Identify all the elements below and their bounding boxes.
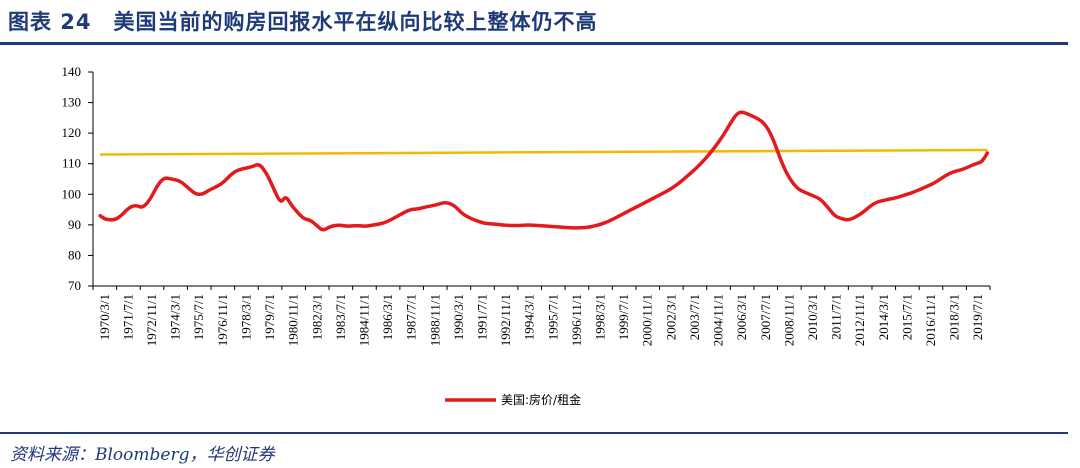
line-chart: 70 80 90 100 110 120 130 140 1970/3/1 1971/7/1 197…: [62, 64, 991, 407]
x-tick-label: 1992/11/1: [498, 294, 513, 346]
x-tick-label: 1990/3/1: [451, 294, 466, 340]
x-tick-label: 1994/3/1: [522, 294, 537, 340]
x-tick-label: 1972/11/1: [144, 294, 159, 346]
x-tick-label: 2006/3/1: [734, 294, 749, 340]
x-tick-label: 2003/7/1: [687, 294, 702, 340]
x-tick-label: 1978/3/1: [238, 294, 253, 340]
x-tick-label: 2004/11/1: [711, 294, 726, 346]
y-tick-label: 90: [68, 217, 81, 232]
x-tick-label: 1983/7/1: [333, 294, 348, 340]
x-tick-label: 2000/11/1: [640, 294, 655, 346]
x-tick-label: 1975/7/1: [191, 294, 206, 340]
x-tick-label: 1971/7/1: [120, 294, 135, 340]
x-tick-label: 2018/3/1: [947, 294, 962, 340]
x-tick-label: 2010/3/1: [805, 294, 820, 340]
x-tick-label: 1987/7/1: [404, 294, 419, 340]
x-tick-label: 1999/7/1: [616, 294, 631, 340]
y-tick-label: 130: [62, 95, 82, 110]
x-tick-label: 2008/11/1: [781, 294, 796, 346]
x-tick-label: 2002/3/1: [663, 294, 678, 340]
header-rule: [0, 42, 1068, 45]
y-tick-label: 140: [62, 64, 82, 79]
x-tick-label: 1974/3/1: [168, 294, 183, 340]
x-tick-label: 1979/7/1: [262, 294, 277, 340]
footer-rule: [0, 432, 1068, 434]
series-line-price-rent: [98, 110, 990, 232]
legend-label: 美国:房价/租金: [501, 392, 581, 407]
x-tick-label: 2015/7/1: [899, 294, 914, 340]
x-tick-label: 2019/7/1: [970, 294, 985, 340]
y-tick-label: 70: [68, 278, 81, 293]
x-tick-label: 2011/7/1: [829, 294, 844, 340]
y-tick-label: 110: [62, 156, 81, 171]
figure-title: 图表 24 美国当前的购房回报水平在纵向比较上整体仍不高: [8, 10, 598, 34]
source-note: 资料来源：Bloomberg，华创证券: [10, 445, 275, 465]
x-tick-label: 1995/7/1: [545, 294, 560, 340]
x-tick-label: 1982/3/1: [309, 294, 324, 340]
x-tick-label: 1996/11/1: [569, 294, 584, 346]
x-tick-label: 1980/11/1: [286, 294, 301, 346]
x-tick-label: 2014/3/1: [876, 294, 891, 340]
x-tick-label: 1970/3/1: [97, 294, 112, 340]
x-tick-label: 1986/3/1: [380, 294, 395, 340]
x-tick-label: 1991/7/1: [474, 294, 489, 340]
y-tick-label: 100: [62, 186, 82, 201]
x-tick-label: 2007/7/1: [758, 294, 773, 340]
x-tick-label: 1988/11/1: [427, 294, 442, 346]
trend-line: [100, 148, 988, 156]
x-tick-label: 1976/11/1: [215, 294, 230, 346]
x-tick-label: 1984/11/1: [356, 294, 371, 346]
y-tick-label: 120: [62, 125, 82, 140]
x-tick-label: 2016/11/1: [923, 294, 938, 346]
y-tick-label: 80: [68, 247, 81, 262]
x-tick-label: 2012/11/1: [852, 294, 867, 346]
x-tick-label: 1998/3/1: [593, 294, 608, 340]
figure-header: 图表 24 美国当前的购房回报水平在纵向比较上整体仍不高: [0, 0, 1080, 46]
